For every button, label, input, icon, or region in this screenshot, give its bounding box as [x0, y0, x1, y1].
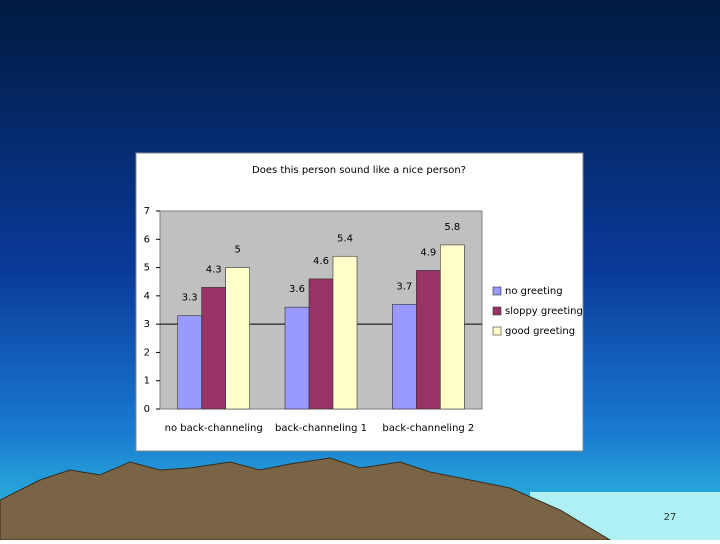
value-label: 5 [234, 245, 240, 256]
bar [416, 270, 441, 410]
value-label: 5.4 [337, 233, 353, 244]
legend-label: good greeting [505, 326, 575, 337]
value-label: 5.8 [444, 222, 460, 233]
value-label: 4.6 [313, 256, 329, 267]
bar [440, 244, 465, 410]
bar [201, 287, 226, 410]
slide-number: 27 [664, 512, 677, 523]
bar [177, 315, 202, 410]
bar [284, 306, 310, 410]
value-label: 3.6 [289, 284, 305, 295]
y-tick-label: 7 [144, 206, 150, 217]
y-tick-label: 6 [144, 234, 150, 245]
legend-swatch [492, 326, 502, 336]
y-tick-label: 3 [144, 319, 150, 330]
y-tick-label: 5 [144, 263, 150, 274]
value-label: 3.7 [396, 281, 412, 292]
x-tick-label: back-channeling 1 [275, 423, 367, 434]
bar [225, 267, 250, 410]
bar [332, 255, 358, 410]
y-tick-label: 2 [144, 347, 150, 358]
y-tick-label: 4 [144, 291, 150, 302]
mountains [0, 457, 612, 541]
bar [308, 278, 334, 410]
value-label: 4.9 [420, 247, 436, 258]
value-label: 4.3 [206, 264, 222, 275]
legend-swatch [492, 286, 502, 296]
chart-title: Does this person sound like a nice perso… [252, 165, 466, 176]
legend-label: sloppy greeting [505, 306, 583, 317]
bar [392, 304, 417, 410]
y-tick-label: 0 [144, 404, 150, 415]
y-tick-label: 1 [144, 376, 150, 387]
legend-swatch [492, 306, 502, 316]
value-label: 3.3 [182, 293, 198, 304]
x-tick-label: back-channeling 2 [382, 423, 474, 434]
legend-label: no greeting [505, 286, 563, 297]
x-tick-label: no back-channeling [165, 423, 263, 434]
